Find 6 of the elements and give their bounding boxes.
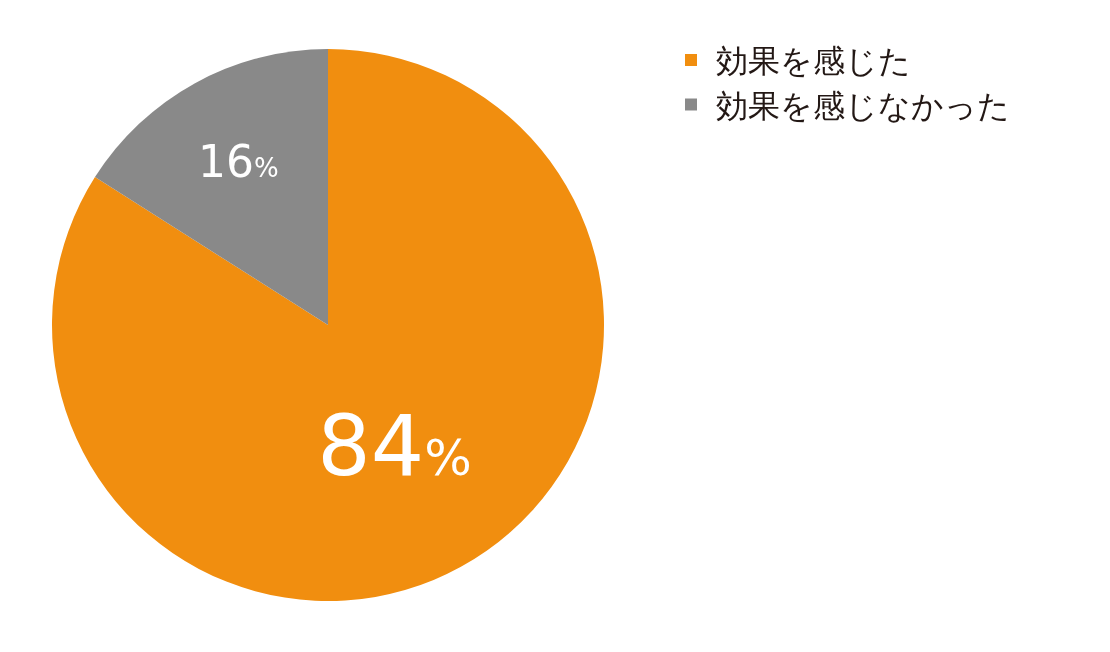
legend-label: 効果を感じなかった	[716, 86, 1010, 125]
legend-label: 効果を感じた	[716, 42, 911, 81]
data-label: 16%	[197, 136, 279, 188]
pie-slice	[94, 49, 328, 325]
pie-slice	[52, 49, 604, 601]
data-label: 84%	[317, 396, 472, 495]
